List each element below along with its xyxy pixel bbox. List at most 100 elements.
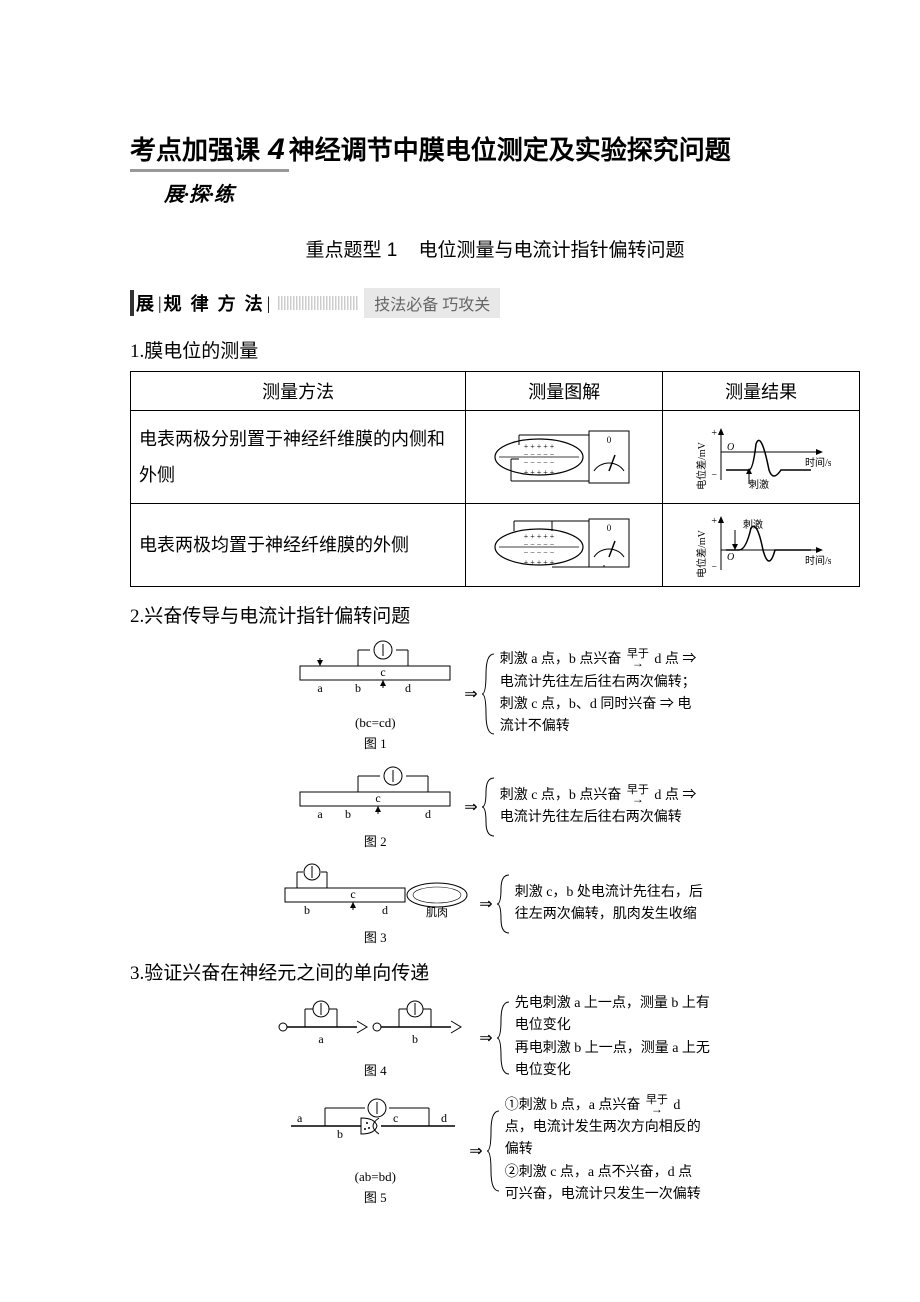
arrow-icon: ⇒ bbox=[469, 1141, 482, 1161]
method-bar-zhan: 展 bbox=[136, 290, 156, 316]
th-diagram: 测量图解 bbox=[466, 372, 663, 411]
svg-text:电位差/mV: 电位差/mV bbox=[695, 441, 708, 490]
section3-title: 3.验证兴奋在神经元之间的单向传递 bbox=[130, 958, 860, 985]
svg-text:刺激: 刺激 bbox=[743, 518, 763, 531]
fig2-block: a b c d 图 2 ⇒ 刺激 c 点，b 点兴奋 早于 d 点 ⇒ 电流计先… bbox=[130, 764, 860, 850]
table-row: 电表两极均置于神经纤维膜的外侧 + + + + + − − − − − − − … bbox=[131, 504, 860, 587]
cell-result-2: + − O 电位差/mV 时间/s 刺激 bbox=[663, 504, 860, 587]
brace-icon bbox=[482, 650, 496, 738]
subtitle: 展·探·练 bbox=[164, 178, 860, 207]
svg-text:c: c bbox=[393, 1111, 398, 1125]
result-graph-2: + − O 电位差/mV 时间/s 刺激 bbox=[691, 510, 831, 580]
arrow-icon: ⇒ bbox=[479, 1028, 492, 1048]
cell-result-1: + − O 电位差/mV 时间/s 刺激 bbox=[663, 411, 860, 504]
cell-diagram-2: + + + + + − − − − − − − − − − + + + + + … bbox=[466, 504, 663, 587]
section1-title: 1.膜电位的测量 bbox=[130, 336, 860, 363]
svg-text:电位差/mV: 电位差/mV bbox=[695, 529, 708, 578]
svg-text:−: − bbox=[711, 562, 717, 573]
bar-divider: | bbox=[158, 293, 162, 314]
fig5-text: ①刺激 b 点，a 点兴奋 早于 d 点，电流计发生两次方向相反的偏转 ②刺激 … bbox=[505, 1095, 705, 1207]
svg-text:d: d bbox=[382, 903, 388, 917]
svg-text:d: d bbox=[441, 1111, 447, 1125]
svg-text:时间/s: 时间/s bbox=[805, 554, 831, 567]
svg-text:O: O bbox=[727, 442, 734, 453]
fig4-svg-wrap: a b 图 4 bbox=[275, 997, 475, 1079]
title-underline: 考点加强课 4 bbox=[130, 130, 289, 172]
arrow-icon: ⇒ bbox=[479, 894, 492, 914]
svg-text:b: b bbox=[337, 1127, 343, 1141]
svg-text:肌肉: 肌肉 bbox=[426, 906, 448, 919]
svg-text:刺激: 刺激 bbox=[749, 478, 769, 491]
fig4-caption: 图 4 bbox=[275, 1060, 475, 1079]
nerve-diagram-1: + + + + + − − − − − − − − − − + + + + + … bbox=[489, 427, 639, 487]
fig1-block: a b c d (bc=cd) 图 1 ⇒ 刺激 a 点，b 点兴奋 早于 d … bbox=[130, 636, 860, 752]
svg-text:a: a bbox=[297, 1111, 303, 1125]
measurement-table: 测量方法 测量图解 测量结果 电表两极分别置于神经纤维膜的内侧和外侧 + + +… bbox=[130, 371, 860, 587]
svg-text:c: c bbox=[351, 887, 356, 901]
svg-text:b: b bbox=[355, 681, 361, 695]
fig5-caption: 图 5 bbox=[285, 1187, 465, 1206]
fig5-svg-wrap: a b c d (ab=bd) 图 5 bbox=[285, 1096, 465, 1206]
svg-text:− − − − −: − − − − − bbox=[524, 548, 555, 557]
bar-divider: | bbox=[267, 293, 271, 314]
title-prefix: 考点加强课 bbox=[130, 135, 260, 165]
title-main: 神经调节中膜电位测定及实验探究问题 bbox=[289, 130, 731, 167]
fig5-diagram: a b c d bbox=[285, 1096, 465, 1162]
svg-text:O: O bbox=[727, 552, 734, 563]
section2-title: 2.兴奋传导与电流计指针偏转问题 bbox=[130, 601, 860, 628]
svg-text:b: b bbox=[345, 807, 351, 821]
svg-text:b: b bbox=[412, 1032, 418, 1046]
th-result: 测量结果 bbox=[663, 372, 860, 411]
fig3-block: b c d 肌肉 图 3 ⇒ 刺激 c，b 处电流计先往右，后往左两次偏转，肌肉… bbox=[130, 862, 860, 946]
title-number: 4 bbox=[268, 133, 285, 166]
th-method: 测量方法 bbox=[131, 372, 466, 411]
fig3-diagram: b c d 肌肉 bbox=[275, 862, 475, 920]
svg-text:d: d bbox=[405, 681, 411, 695]
fig2-diagram: a b c d bbox=[290, 764, 460, 824]
fig5-note: (ab=bd) bbox=[285, 1169, 465, 1185]
method-bar-label: 规 律 方 法 bbox=[164, 290, 265, 316]
svg-text:a: a bbox=[318, 807, 324, 821]
table-header-row: 测量方法 测量图解 测量结果 bbox=[131, 372, 860, 411]
cell-method-2: 电表两极均置于神经纤维膜的外侧 bbox=[131, 504, 466, 587]
svg-text:b: b bbox=[304, 903, 310, 917]
topic-heading: 重点题型 1 电位测量与电流计指针偏转问题 bbox=[130, 235, 860, 262]
brace-icon bbox=[497, 871, 511, 937]
fig5-block: a b c d (ab=bd) 图 5 ⇒ ①刺激 b 点，a 点兴奋 早于 d… bbox=[130, 1095, 860, 1207]
topic-name: 电位测量与电流计指针偏转问题 bbox=[418, 240, 684, 261]
page-title-row: 考点加强课 4 神经调节中膜电位测定及实验探究问题 bbox=[130, 130, 860, 172]
method-bar-dots bbox=[278, 296, 358, 310]
svg-text:0: 0 bbox=[607, 435, 612, 445]
result-graph-1: + − O 电位差/mV 时间/s 刺激 bbox=[691, 422, 831, 492]
svg-text:时间/s: 时间/s bbox=[805, 456, 831, 469]
fig3-caption: 图 3 bbox=[275, 927, 475, 946]
method-bar-accent bbox=[130, 290, 134, 316]
fig2-caption: 图 2 bbox=[290, 831, 460, 850]
fig1-diagram: a b c d bbox=[290, 636, 460, 708]
fig1-note: (bc=cd) bbox=[290, 715, 460, 731]
svg-text:0: 0 bbox=[607, 523, 612, 533]
brace-icon bbox=[482, 774, 496, 840]
svg-text:d: d bbox=[425, 807, 431, 821]
method-bar-motto: 技法必备 巧攻关 bbox=[364, 288, 500, 318]
fig4-block: a b 图 4 ⇒ 先电刺激 a 上一点，测量 b 上有电位变化 再电刺激 b … bbox=[130, 993, 860, 1083]
topic-label: 重点题型 1 bbox=[306, 240, 398, 261]
svg-text:+: + bbox=[711, 516, 717, 527]
brace-icon bbox=[487, 1107, 501, 1195]
fig1-svg-wrap: a b c d (bc=cd) 图 1 bbox=[290, 636, 460, 752]
fig1-caption: 图 1 bbox=[290, 733, 460, 752]
arrow-icon: ⇒ bbox=[464, 797, 477, 817]
svg-text:a: a bbox=[319, 1032, 325, 1046]
fig1-text: 刺激 a 点，b 点兴奋 早于 d 点 ⇒ 电流计先往左后往右两次偏转；刺激 c… bbox=[500, 649, 700, 739]
svg-text:c: c bbox=[376, 791, 381, 805]
fig4-diagram: a b bbox=[275, 997, 475, 1053]
method-bar: 展 | 规 律 方 法 | 技法必备 巧攻关 bbox=[130, 290, 860, 316]
svg-text:− − − − −: − − − − − bbox=[524, 458, 555, 467]
nerve-diagram-2: + + + + + − − − − − − − − − − + + + + + … bbox=[489, 515, 639, 575]
fig2-svg-wrap: a b c d 图 2 bbox=[290, 764, 460, 850]
fig4-text: 先电刺激 a 上一点，测量 b 上有电位变化 再电刺激 b 上一点，测量 a 上… bbox=[515, 993, 715, 1083]
svg-text:c: c bbox=[381, 665, 386, 679]
arrow-icon: ⇒ bbox=[464, 684, 477, 704]
fig3-svg-wrap: b c d 肌肉 图 3 bbox=[275, 862, 475, 946]
brace-icon bbox=[497, 998, 511, 1078]
